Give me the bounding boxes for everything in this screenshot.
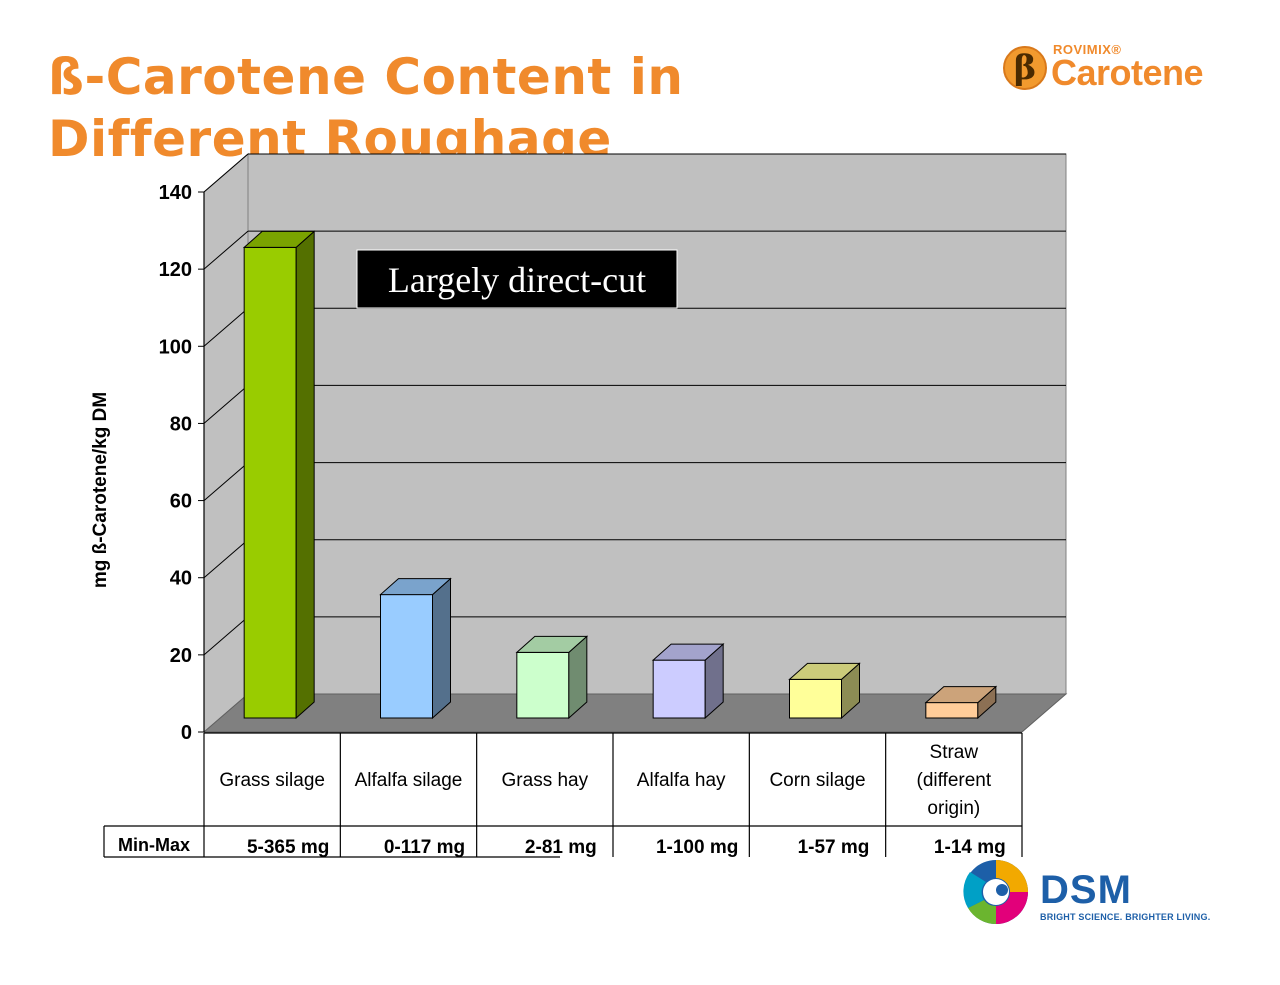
y-gridline-side [203,462,249,501]
rovimix-brand-text: ROVIMIX® [1053,42,1122,57]
y-gridline-side [203,153,249,193]
y-gridline-side [203,307,249,347]
y-tick-label: 80 [170,413,192,435]
dsm-wordmark: DSM [1040,868,1132,912]
x-category-label: Grass hay [502,770,589,791]
min-max-value: 2-81 mg [525,837,597,858]
x-category-label: Corn silage [769,770,865,791]
x-category-label: Straw [930,742,979,763]
annotation-label: Largely direct-cut [388,260,646,300]
bar-top [379,578,452,596]
y-gridline-side [203,385,249,424]
bar [515,635,589,720]
annotation-box [356,249,678,309]
bar-front [789,678,842,719]
bar-side [295,230,315,720]
bar [379,577,452,720]
slide-title: ß-Carotene Content in Different Roughage [48,48,684,168]
dsm-swirl-icon [963,860,1028,925]
y-tick-label: 140 [159,182,192,204]
y-tick-label: 0 [181,722,192,744]
y-tick-label: 40 [170,568,192,590]
chart-side-wall [203,152,249,734]
dsm-tagline: BRIGHT SCIENCE. BRIGHTER LIVING. [1040,912,1211,922]
dsm-logo: DSM BRIGHT SCIENCE. BRIGHTER LIVING. [958,850,1238,934]
carotene-brand-text: Carotene [1051,52,1204,93]
y-tick-label: 120 [159,259,192,281]
bar-top [651,643,725,661]
min-max-value: 1-100 mg [656,837,738,858]
y-tick-label: 100 [159,336,192,358]
x-category-label: Alfalfa hay [637,770,726,791]
bar-side [432,577,451,720]
min-max-row-label: Min-Max [118,835,190,855]
bar-front [925,702,979,719]
bar-top [788,662,861,680]
bar-front [652,659,706,719]
bar-top [242,230,316,248]
bar-top [515,635,589,653]
min-max-value: 1-14 mg [934,837,1006,858]
bar [788,662,861,720]
bar [242,230,316,720]
min-max-value: 1-57 mg [798,837,870,858]
x-category-label: Grass silage [219,770,325,791]
bar-front [380,594,433,719]
bar [651,643,725,720]
bar-front [243,246,297,719]
x-category-label: (different [917,770,992,791]
chart-back-wall [247,153,1067,695]
min-max-value: 0-117 mg [384,837,465,858]
min-max-value: 5-365 mg [247,837,329,858]
y-axis-title: mg ß-Carotene/kg DM [90,392,111,588]
rovimix-carotene-logo: β ROVIMIX® Carotene [1003,42,1223,98]
y-tick-label: 60 [170,491,192,513]
y-gridline-side [203,616,249,656]
bar-front [516,651,570,719]
y-gridline-side [203,230,249,270]
y-tick-label: 20 [170,645,192,667]
beta-logo-icon: β [1003,46,1047,90]
bar-top [924,686,998,704]
bar [924,685,998,720]
x-category-label: origin) [927,798,980,819]
x-category-label: Alfalfa silage [355,770,463,791]
y-gridline-side [203,539,249,579]
